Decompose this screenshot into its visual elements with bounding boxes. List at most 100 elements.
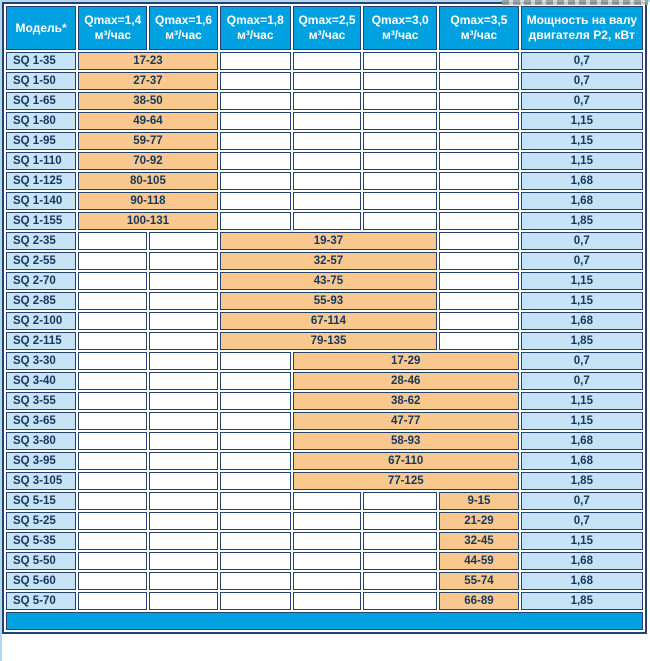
table-row: SQ 1-155 100-131 1,85 <box>6 212 643 230</box>
empty-cell <box>292 92 362 110</box>
power-cell: 1,85 <box>520 332 643 350</box>
qmax-range-cell: 79-135 <box>219 332 438 350</box>
power-cell: 1,68 <box>520 172 643 190</box>
empty-cell <box>363 92 438 110</box>
table-row: SQ 3-30 17-29 0,7 <box>6 352 643 370</box>
empty-cell <box>78 452 148 470</box>
empty-cell <box>219 72 291 90</box>
power-cell: 1,15 <box>520 112 643 130</box>
empty-cell <box>439 332 519 350</box>
empty-cell <box>363 52 438 70</box>
table-row: SQ 5-50 44-59 1,68 <box>6 552 643 570</box>
model-cell: SQ 1-125 <box>6 172 77 190</box>
table-row: SQ 3-95 67-110 1,68 <box>6 452 643 470</box>
empty-cell <box>149 292 218 310</box>
empty-cell <box>78 272 148 290</box>
qmax-range-cell: 28-46 <box>292 372 519 390</box>
header-line2: двигателя P2, кВт <box>528 28 635 42</box>
empty-cell <box>78 232 148 250</box>
power-cell: 1,85 <box>520 472 643 490</box>
power-cell: 0,7 <box>520 92 643 110</box>
header-line1: Qmax=2,5 <box>298 13 356 27</box>
empty-cell <box>219 472 291 490</box>
empty-cell <box>219 492 291 510</box>
empty-cell <box>78 492 148 510</box>
table-row: SQ 3-55 38-62 1,15 <box>6 392 643 410</box>
qmax-range-cell: 67-110 <box>292 452 519 470</box>
qmax-column-header: Qmax=3,5 м³/час <box>439 6 519 50</box>
empty-cell <box>149 492 218 510</box>
empty-cell <box>219 192 291 210</box>
empty-cell <box>292 552 362 570</box>
empty-cell <box>363 592 438 610</box>
table-row: SQ 1-140 90-118 1,68 <box>6 192 643 210</box>
power-column-header: Мощность на валу двигателя P2, кВт <box>520 6 643 50</box>
empty-cell <box>149 572 218 590</box>
qmax-range-cell: 27-37 <box>78 72 218 90</box>
table-row: SQ 5-70 66-89 1,85 <box>6 592 643 610</box>
table-row: SQ 2-115 79-135 1,85 <box>6 332 643 350</box>
empty-cell <box>439 192 519 210</box>
empty-cell <box>149 592 218 610</box>
qmax-column-header: Qmax=1,8 м³/час <box>219 6 291 50</box>
qmax-range-cell: 67-114 <box>219 312 438 330</box>
model-cell: SQ 5-15 <box>6 492 77 510</box>
power-cell: 0,7 <box>520 512 643 530</box>
qmax-range-cell: 55-93 <box>219 292 438 310</box>
empty-cell <box>78 392 148 410</box>
empty-cell <box>149 412 218 430</box>
qmax-range-cell: 90-118 <box>78 192 218 210</box>
empty-cell <box>292 192 362 210</box>
header-line1: Qmax=1,4 <box>84 13 142 27</box>
qmax-range-cell: 38-62 <box>292 392 519 410</box>
qmax-column-header: Qmax=2,5 м³/час <box>292 6 362 50</box>
empty-cell <box>219 432 291 450</box>
empty-cell <box>78 552 148 570</box>
power-cell: 1,68 <box>520 452 643 470</box>
power-cell: 0,7 <box>520 492 643 510</box>
empty-cell <box>149 452 218 470</box>
pump-spec-table: Модель* Qmax=1,4 м³/час Qmax=1,6 м³/час Qmax=… <box>2 2 647 634</box>
header-line2: м³/час <box>94 28 132 42</box>
table-row: SQ 5-25 21-29 0,7 <box>6 512 643 530</box>
empty-cell <box>78 572 148 590</box>
empty-cell <box>219 532 291 550</box>
model-cell: SQ 3-95 <box>6 452 77 470</box>
empty-cell <box>292 212 362 230</box>
empty-cell <box>149 552 218 570</box>
model-cell: SQ 3-30 <box>6 352 77 370</box>
empty-cell <box>292 72 362 90</box>
empty-cell <box>78 472 148 490</box>
empty-cell <box>219 412 291 430</box>
table-row: SQ 5-60 55-74 1,68 <box>6 572 643 590</box>
qmax-range-cell: 17-23 <box>78 52 218 70</box>
table-row: SQ 3-40 28-46 0,7 <box>6 372 643 390</box>
model-cell: SQ 2-70 <box>6 272 77 290</box>
empty-cell <box>439 152 519 170</box>
header-line1: Qmax=1,6 <box>155 13 213 27</box>
model-cell: SQ 3-105 <box>6 472 77 490</box>
empty-cell <box>219 552 291 570</box>
model-cell: SQ 1-35 <box>6 52 77 70</box>
model-cell: SQ 2-85 <box>6 292 77 310</box>
model-cell: SQ 1-65 <box>6 92 77 110</box>
power-cell: 1,85 <box>520 592 643 610</box>
qmax-range-cell: 49-64 <box>78 112 218 130</box>
empty-cell <box>439 132 519 150</box>
model-cell: SQ 5-25 <box>6 512 77 530</box>
model-cell: SQ 2-100 <box>6 312 77 330</box>
empty-cell <box>292 152 362 170</box>
qmax-range-cell: 21-29 <box>439 512 519 530</box>
empty-cell <box>363 212 438 230</box>
empty-cell <box>78 532 148 550</box>
power-cell: 1,68 <box>520 192 643 210</box>
empty-cell <box>439 172 519 190</box>
empty-cell <box>292 512 362 530</box>
empty-cell <box>149 472 218 490</box>
power-cell: 1,15 <box>520 392 643 410</box>
qmax-range-cell: 55-74 <box>439 572 519 590</box>
model-cell: SQ 1-50 <box>6 72 77 90</box>
table-row: SQ 2-85 55-93 1,15 <box>6 292 643 310</box>
power-cell: 0,7 <box>520 372 643 390</box>
